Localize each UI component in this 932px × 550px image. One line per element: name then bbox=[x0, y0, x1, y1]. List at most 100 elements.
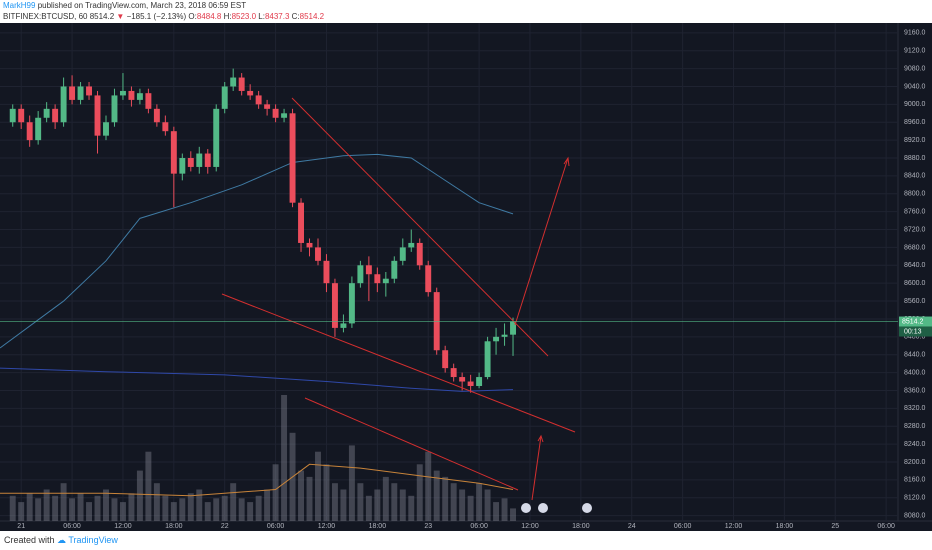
volume-bar bbox=[221, 495, 228, 521]
candle-body bbox=[281, 113, 288, 118]
volume-bar bbox=[272, 464, 279, 521]
y-tick-label: 8800.0 bbox=[904, 191, 926, 198]
volume-bar bbox=[204, 502, 211, 521]
volume-bar bbox=[145, 451, 152, 521]
event-icon bbox=[521, 503, 531, 513]
volume-bar bbox=[35, 498, 42, 521]
candle-body bbox=[450, 368, 457, 378]
arrow-line bbox=[531, 435, 542, 501]
candle-body bbox=[272, 108, 279, 118]
o-label: O: bbox=[188, 12, 197, 21]
candle-body bbox=[501, 334, 508, 337]
volume-bar bbox=[340, 489, 347, 521]
candle-body bbox=[467, 381, 474, 386]
candle-body bbox=[416, 242, 423, 266]
trend-line bbox=[304, 397, 519, 491]
symbol: BITFINEX:BTCUSD, 60 bbox=[3, 12, 88, 21]
o: 8484.8 bbox=[196, 12, 222, 21]
y-tick-label: 8360.0 bbox=[904, 387, 926, 394]
y-tick-label: 9160.0 bbox=[904, 30, 926, 37]
y-tick-label: 8640.0 bbox=[904, 262, 926, 269]
candle-body bbox=[510, 321, 516, 335]
y-tick-label: 8280.0 bbox=[904, 423, 926, 430]
candle-body bbox=[493, 336, 500, 342]
volume-bar bbox=[247, 502, 254, 521]
brand[interactable]: TradingView bbox=[68, 535, 118, 545]
y-tick-label: 8440.0 bbox=[904, 352, 926, 359]
volume-bar bbox=[476, 483, 483, 521]
y-tick-label: 8120.0 bbox=[904, 495, 926, 502]
x-tick-label: 25 bbox=[831, 523, 839, 530]
candle-body bbox=[43, 108, 50, 118]
candle-body bbox=[442, 350, 449, 369]
volume-bar bbox=[136, 470, 143, 521]
volume-bar bbox=[187, 493, 194, 521]
event-icon bbox=[582, 503, 592, 513]
volume-bar bbox=[94, 495, 101, 521]
trend-line bbox=[291, 97, 549, 357]
y-tick-label: 9000.0 bbox=[904, 101, 926, 108]
created: Created with bbox=[4, 535, 55, 545]
candle-body bbox=[255, 95, 262, 105]
volume-bar bbox=[484, 489, 491, 521]
volume-bar bbox=[213, 498, 220, 521]
candle-body bbox=[86, 86, 93, 96]
candle-body bbox=[145, 93, 152, 109]
volume-bar bbox=[162, 495, 169, 521]
y-tick-label: 8840.0 bbox=[904, 173, 926, 180]
footer: Created with ☁ TradingView bbox=[4, 535, 118, 546]
volume-bar bbox=[77, 493, 84, 521]
volume-bar bbox=[425, 451, 432, 521]
volume-bar bbox=[306, 476, 313, 521]
countdown-box bbox=[899, 326, 932, 337]
volume-bar bbox=[153, 483, 160, 521]
volume-bar bbox=[408, 495, 415, 521]
change: −185.1 (−2.13%) bbox=[126, 12, 187, 21]
x-tick-label: 12:00 bbox=[521, 523, 539, 530]
y-tick-label: 8160.0 bbox=[904, 477, 926, 484]
candle-body bbox=[60, 86, 67, 123]
symbol-line: BITFINEX:BTCUSD, 60 8514.2 ▼ −185.1 (−2.… bbox=[3, 12, 324, 21]
volume-bar bbox=[86, 502, 93, 521]
x-tick-label: 18:00 bbox=[369, 523, 387, 530]
candle-body bbox=[26, 122, 33, 141]
volume-bar bbox=[264, 489, 271, 521]
candle-body bbox=[391, 260, 398, 279]
volume-bar bbox=[315, 451, 321, 521]
y-tick-label: 8400.0 bbox=[904, 369, 926, 376]
volume-bar bbox=[493, 502, 500, 521]
volume-bar bbox=[43, 489, 50, 521]
volume-bar bbox=[510, 508, 516, 521]
publish-line: MarkH99 published on TradingView.com, Ma… bbox=[3, 1, 246, 10]
volume-bar bbox=[357, 483, 364, 521]
countdown-label: 00:13 bbox=[904, 328, 922, 335]
volume-bar bbox=[459, 489, 466, 521]
candle-body bbox=[382, 278, 389, 284]
volume-bar bbox=[374, 489, 381, 521]
candle-body bbox=[315, 247, 321, 261]
x-tick-label: 12:00 bbox=[725, 523, 743, 530]
candle-body bbox=[331, 283, 338, 328]
y-tick-label: 9080.0 bbox=[904, 65, 926, 72]
c: 8514.2 bbox=[299, 12, 325, 21]
y-tick-label: 8760.0 bbox=[904, 208, 926, 215]
last-price-label: 8514.2 bbox=[902, 318, 924, 325]
y-tick-label: 8200.0 bbox=[904, 459, 926, 466]
volume-bar bbox=[9, 495, 16, 521]
x-tick-label: 21 bbox=[17, 523, 25, 530]
y-tick-label: 8320.0 bbox=[904, 405, 926, 412]
arrow-head bbox=[537, 434, 544, 443]
y-tick-label: 8560.0 bbox=[904, 298, 926, 305]
candle-body bbox=[119, 90, 126, 96]
candle-body bbox=[196, 153, 203, 167]
volume-bar bbox=[323, 464, 330, 521]
author[interactable]: MarkH99 bbox=[3, 1, 36, 10]
event-icon bbox=[538, 503, 548, 513]
candle-body bbox=[476, 377, 483, 386]
y-tick-label: 8920.0 bbox=[904, 137, 926, 144]
y-tick-label: 8240.0 bbox=[904, 441, 926, 448]
l-label: L: bbox=[258, 12, 265, 21]
volume-bar bbox=[111, 498, 118, 521]
candle-body bbox=[170, 131, 177, 174]
